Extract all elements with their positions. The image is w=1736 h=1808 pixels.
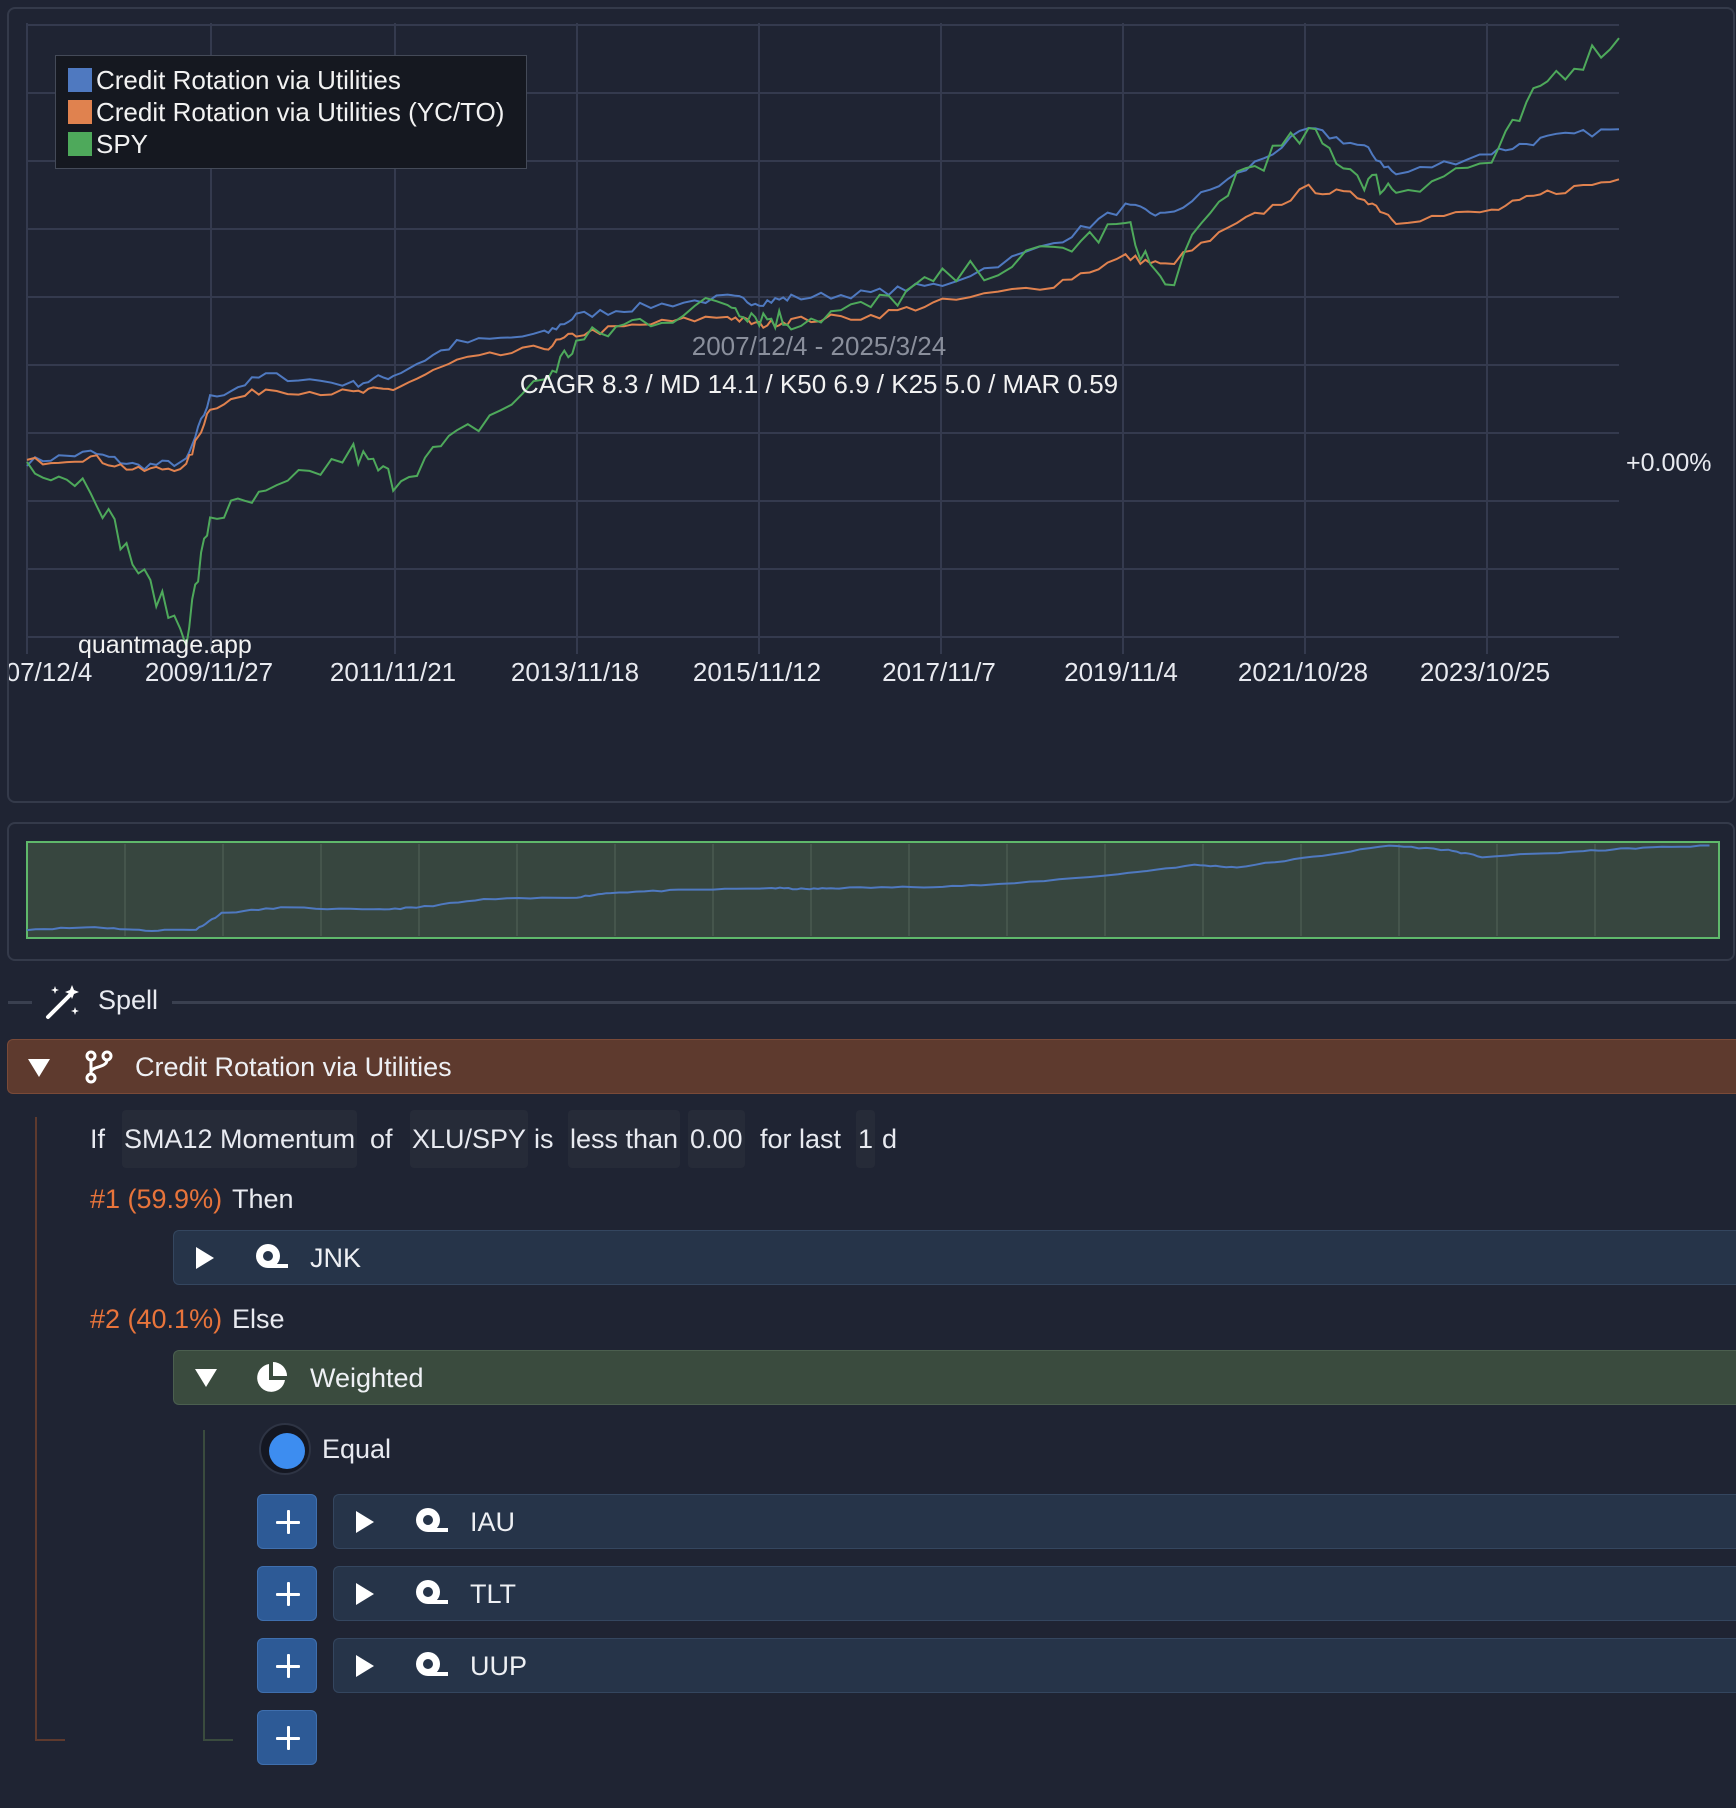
divider <box>8 1001 32 1004</box>
asset-icon <box>416 1652 448 1676</box>
asset-ticker-label: UUP <box>470 1651 528 1681</box>
navigator-window <box>26 841 1720 939</box>
branch-weight-label: #1 (59.9%) <box>90 1184 223 1214</box>
of-keyword: of <box>370 1124 393 1154</box>
branch-else-label: Else <box>232 1304 285 1334</box>
asset-icon <box>256 1244 288 1268</box>
expand-toggle-icon[interactable] <box>356 1511 374 1533</box>
watermark: quantmage.app <box>78 631 252 659</box>
equal-weight-radio[interactable] <box>259 1423 311 1475</box>
spell-section-header: Spell <box>0 975 1736 1029</box>
asset-node-iau[interactable]: IAU <box>333 1494 1736 1549</box>
add-node-button[interactable] <box>257 1494 317 1549</box>
backtest-chart-panel: 07/12/4 2009/11/27 2011/11/21 2013/11/18 201… <box>7 7 1735 803</box>
legend-label: Credit Rotation via Utilities (YC/TO) <box>96 96 505 127</box>
legend-item[interactable]: SPY <box>68 128 526 160</box>
collapse-toggle-icon[interactable] <box>28 1059 50 1077</box>
is-keyword: is <box>534 1124 554 1154</box>
root-node-bar[interactable]: Credit Rotation via Utilities <box>7 1039 1736 1094</box>
root-node-label: Credit Rotation via Utilities <box>135 1052 452 1082</box>
magic-wand-icon <box>46 985 79 1019</box>
legend-swatch <box>68 132 92 156</box>
add-node-button[interactable] <box>257 1638 317 1693</box>
add-node-button[interactable] <box>257 1710 317 1765</box>
indicator-select[interactable]: SMA12 Momentum <box>122 1110 358 1168</box>
days-unit: d <box>882 1124 898 1154</box>
radio-label: Equal <box>322 1434 392 1464</box>
expand-toggle-icon[interactable] <box>356 1655 374 1677</box>
branch-then-label: Then <box>232 1184 294 1214</box>
x-tick-label: 2011/11/21 <box>330 657 456 687</box>
x-tick-label: 2013/11/18 <box>511 657 639 687</box>
legend-label: SPY <box>96 128 149 159</box>
chart-legend: Credit Rotation via Utilities Credit Rot… <box>55 55 527 169</box>
tree-guide-line <box>203 1430 205 1740</box>
x-tick-label: 2019/11/4 <box>1064 657 1178 687</box>
range-navigator[interactable] <box>7 822 1735 961</box>
asset-ticker-label: TLT <box>470 1579 516 1609</box>
branch-icon <box>85 1050 113 1084</box>
condition-row: If SMA12 Momentum of XLU/SPY is less tha… <box>0 1110 1736 1170</box>
pie-chart-icon <box>257 1362 287 1392</box>
collapse-toggle-icon[interactable] <box>195 1369 217 1387</box>
series-line <box>26 127 1620 471</box>
y-zero-label: +0.00% <box>1626 449 1712 477</box>
days-input[interactable]: 1 <box>856 1110 876 1168</box>
for-last-keyword: for last <box>760 1124 842 1154</box>
asset-node-uup[interactable]: UUP <box>333 1638 1736 1693</box>
tree-guide-line <box>35 1739 65 1741</box>
threshold-input[interactable]: 0.00 <box>688 1110 745 1168</box>
if-keyword: If <box>90 1124 106 1154</box>
x-tick-label: 2015/11/12 <box>693 657 821 687</box>
series-line <box>26 178 1620 473</box>
navigator-chart[interactable] <box>9 824 1733 959</box>
branch-weight-label: #2 (40.1%) <box>90 1304 223 1334</box>
add-node-button[interactable] <box>257 1566 317 1621</box>
weighted-label: Weighted <box>310 1363 424 1393</box>
x-tick-label: 2021/10/28 <box>1238 657 1368 687</box>
navigator-series-line <box>26 844 1710 933</box>
x-tick-label: 07/12/4 <box>9 657 92 687</box>
asset-node-jnk[interactable]: JNK <box>173 1230 1736 1285</box>
weighted-node-bar[interactable]: Weighted <box>173 1350 1736 1405</box>
asset-icon <box>416 1508 448 1532</box>
expand-toggle-icon[interactable] <box>196 1247 214 1269</box>
spell-label: Spell <box>98 985 159 1015</box>
legend-item[interactable]: Credit Rotation via Utilities (YC/TO) <box>68 96 526 128</box>
asset-node-tlt[interactable]: TLT <box>333 1566 1736 1621</box>
asset-ticker-label: JNK <box>310 1243 362 1273</box>
legend-swatch <box>68 68 92 92</box>
x-tick-label: 2017/11/7 <box>882 657 996 687</box>
date-range-label: 2007/12/4 - 2025/3/24 <box>692 331 946 361</box>
stats-summary: CAGR 8.3 / MD 14.1 / K50 6.9 / K25 5.0 /… <box>520 369 1118 399</box>
expand-toggle-icon[interactable] <box>356 1583 374 1605</box>
x-tick-label: 2009/11/27 <box>145 657 273 687</box>
legend-item[interactable]: Credit Rotation via Utilities <box>68 64 526 96</box>
x-tick-label: 2023/10/25 <box>1420 657 1550 687</box>
asset-ticker-label: IAU <box>470 1507 516 1537</box>
tree-guide-line <box>203 1739 233 1741</box>
legend-swatch <box>68 100 92 124</box>
tree-guide-line <box>35 1117 37 1740</box>
series-line <box>26 37 1620 647</box>
ticker-input[interactable]: XLU/SPY <box>410 1110 529 1168</box>
radio-selected-dot <box>269 1433 305 1469</box>
legend-label: Credit Rotation via Utilities <box>96 64 401 95</box>
asset-icon <box>416 1580 448 1604</box>
comparator-select[interactable]: less than <box>568 1110 681 1168</box>
divider <box>172 1001 1736 1004</box>
